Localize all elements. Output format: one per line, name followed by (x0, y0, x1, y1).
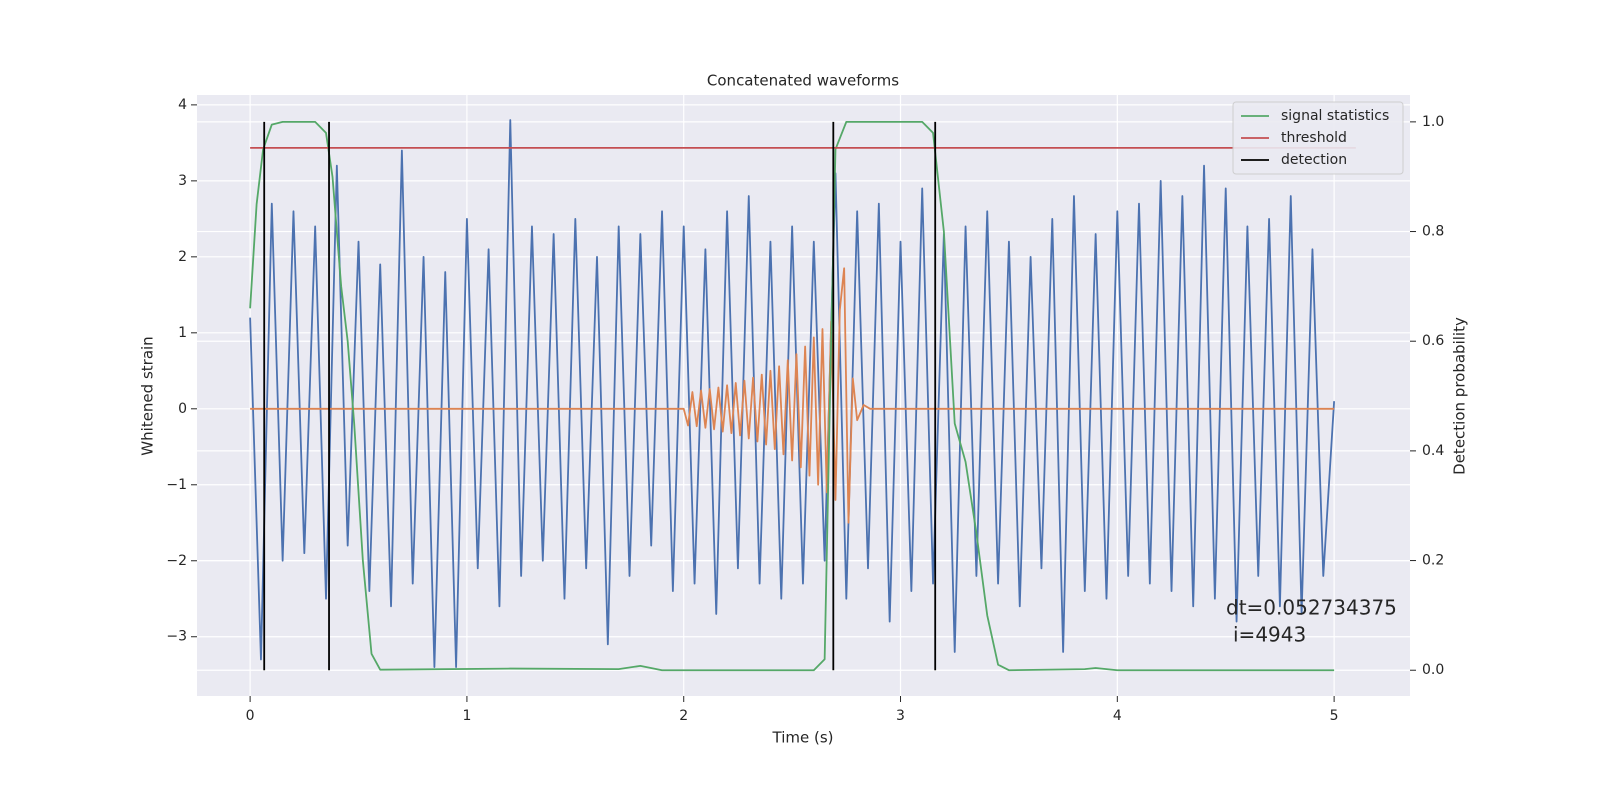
y2-tick-label: 0.2 (1422, 553, 1444, 569)
y-tick-label: 3 (178, 173, 187, 189)
y2-tick-label: 0.4 (1422, 443, 1444, 459)
series-line (249, 119, 1336, 669)
y2-axis-label: Detection probability (1451, 317, 1469, 475)
x-tick-label: 2 (679, 708, 688, 724)
y-tick-label: 0 (178, 401, 187, 417)
x-tick-label: 1 (462, 708, 471, 724)
legend-label: signal statistics (1281, 108, 1389, 124)
x-tick-label: 5 (1330, 708, 1339, 724)
y-axis-label: Whitened strain (139, 336, 157, 455)
y2-tick-label: 0.8 (1422, 224, 1444, 240)
series-line (250, 267, 1335, 524)
legend-label: detection (1281, 152, 1347, 168)
series-line (249, 120, 1335, 672)
legend-box (1232, 101, 1404, 175)
chart-title: Concatenated waveforms (707, 72, 899, 90)
x-tick-label: 4 (1113, 708, 1122, 724)
x-axis-label: Time (s) (772, 729, 834, 747)
x-tick-label: 3 (896, 708, 905, 724)
y2-tick-label: 0.0 (1422, 662, 1444, 678)
annotation: dt=0.052734375 (1226, 596, 1397, 620)
y2-tick-label: 1.0 (1422, 114, 1444, 130)
y2-tick-label: 0.6 (1422, 333, 1444, 349)
y-tick-label: −3 (166, 629, 187, 645)
y-tick-label: 1 (178, 325, 187, 341)
y-tick-label: 2 (178, 249, 187, 265)
y-tick-label: −1 (166, 477, 187, 493)
y-tick-label: −2 (166, 553, 187, 569)
y-tick-label: 4 (178, 97, 187, 113)
legend: signal statistics threshold detection (1232, 101, 1404, 175)
legend-label: threshold (1281, 130, 1347, 146)
annotation: i=4943 (1233, 623, 1306, 647)
x-tick-label: 0 (246, 708, 255, 724)
